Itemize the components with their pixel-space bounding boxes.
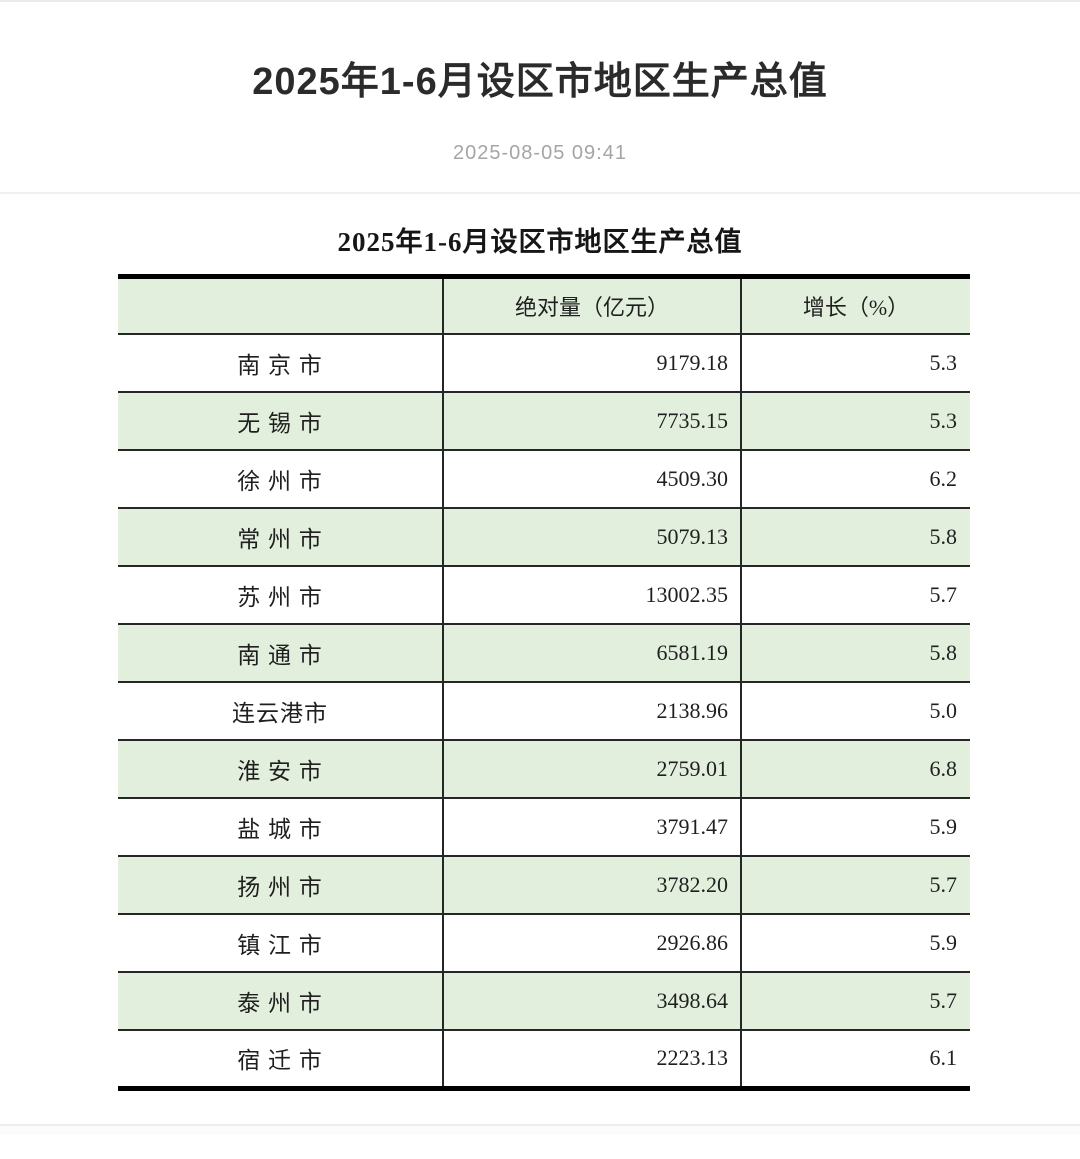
table-row: 宿 迁 市 2223.13 6.1 <box>118 1030 970 1090</box>
table-row: 无 锡 市 7735.15 5.3 <box>118 392 970 452</box>
cell-growth: 5.7 <box>741 972 970 1032</box>
cell-growth: 5.8 <box>741 508 970 568</box>
table-row: 泰 州 市 3498.64 5.7 <box>118 972 970 1032</box>
table-row: 南 通 市 6581.19 5.8 <box>118 624 970 684</box>
table-row: 连云港市 2138.96 5.0 <box>118 682 970 742</box>
cell-city: 徐 州 市 <box>118 450 444 510</box>
cell-value: 7735.15 <box>443 392 742 452</box>
header-cell-city <box>118 276 444 336</box>
bottom-divider <box>0 1123 1080 1126</box>
cell-growth: 5.8 <box>741 624 970 684</box>
cell-growth: 6.8 <box>741 740 970 800</box>
cell-city: 南 通 市 <box>118 624 444 684</box>
cell-value: 3791.47 <box>443 798 742 858</box>
cell-growth: 5.7 <box>741 566 970 626</box>
page: 2025年1-6月设区市地区生产总值 2025-08-05 09:41 2025… <box>0 2 1080 1135</box>
cell-value: 13002.35 <box>443 566 742 626</box>
cell-growth: 5.3 <box>741 334 970 394</box>
cell-value: 3498.64 <box>443 972 742 1032</box>
footer-strip <box>0 1125 1080 1135</box>
cell-value: 2223.13 <box>443 1030 742 1090</box>
table-row: 常 州 市 5079.13 5.8 <box>118 508 970 568</box>
cell-value: 2926.86 <box>443 914 742 974</box>
cell-growth: 6.1 <box>741 1030 970 1090</box>
cell-city: 宿 迁 市 <box>118 1030 444 1090</box>
header-cell-growth: 增长（%） <box>741 276 970 336</box>
table-row: 扬 州 市 3782.20 5.7 <box>118 856 970 916</box>
cell-city: 无 锡 市 <box>118 392 444 452</box>
cell-city: 苏 州 市 <box>118 566 444 626</box>
cell-growth: 5.3 <box>741 392 970 452</box>
cell-growth: 5.9 <box>741 914 970 974</box>
cell-city: 镇 江 市 <box>118 914 444 974</box>
table-title: 2025年1-6月设区市地区生产总值 <box>337 226 743 257</box>
cell-growth: 5.0 <box>741 682 970 742</box>
publish-date: 2025-08-05 09:41 <box>453 141 627 164</box>
cell-value: 9179.18 <box>443 334 742 394</box>
gdp-table: 绝对量（亿元） 增长（%） 南 京 市 9179.18 5.3 无 锡 市 7735.1… <box>118 273 970 1091</box>
cell-city: 盐 城 市 <box>118 798 444 858</box>
table-row: 淮 安 市 2759.01 6.8 <box>118 740 970 800</box>
table-row: 苏 州 市 13002.35 5.7 <box>118 566 970 626</box>
cell-value: 6581.19 <box>443 624 742 684</box>
cell-value: 5079.13 <box>443 508 742 568</box>
cell-city: 扬 州 市 <box>118 856 444 916</box>
table-header-row: 绝对量（亿元） 增长（%） <box>118 276 970 336</box>
cell-city: 南 京 市 <box>118 334 444 394</box>
cell-city: 淮 安 市 <box>118 740 444 800</box>
table-body: 南 京 市 9179.18 5.3 无 锡 市 7735.15 5.3 徐 州 市 4509.… <box>118 334 970 1090</box>
cell-city: 泰 州 市 <box>118 972 444 1032</box>
cell-city: 连云港市 <box>118 682 444 742</box>
cell-value: 3782.20 <box>443 856 742 916</box>
cell-value: 4509.30 <box>443 450 742 510</box>
article-body: 2025年1-6月设区市地区生产总值 绝对量（亿元） 增长（%） 南 京 市 91… <box>0 194 1080 1091</box>
cell-city: 常 州 市 <box>118 508 444 568</box>
cell-value: 2138.96 <box>443 682 742 742</box>
article-header: 2025年1-6月设区市地区生产总值 2025-08-05 09:41 <box>0 2 1080 165</box>
table-row: 南 京 市 9179.18 5.3 <box>118 334 970 394</box>
cell-growth: 5.7 <box>741 856 970 916</box>
cell-growth: 6.2 <box>741 450 970 510</box>
table-row: 镇 江 市 2926.86 5.9 <box>118 914 970 974</box>
cell-growth: 5.9 <box>741 798 970 858</box>
table-row: 盐 城 市 3791.47 5.9 <box>118 798 970 858</box>
header-cell-value: 绝对量（亿元） <box>443 276 742 336</box>
table-row: 徐 州 市 4509.30 6.2 <box>118 450 970 510</box>
page-title: 2025年1-6月设区市地区生产总值 <box>252 61 828 103</box>
cell-value: 2759.01 <box>443 740 742 800</box>
section-divider <box>0 191 1080 194</box>
